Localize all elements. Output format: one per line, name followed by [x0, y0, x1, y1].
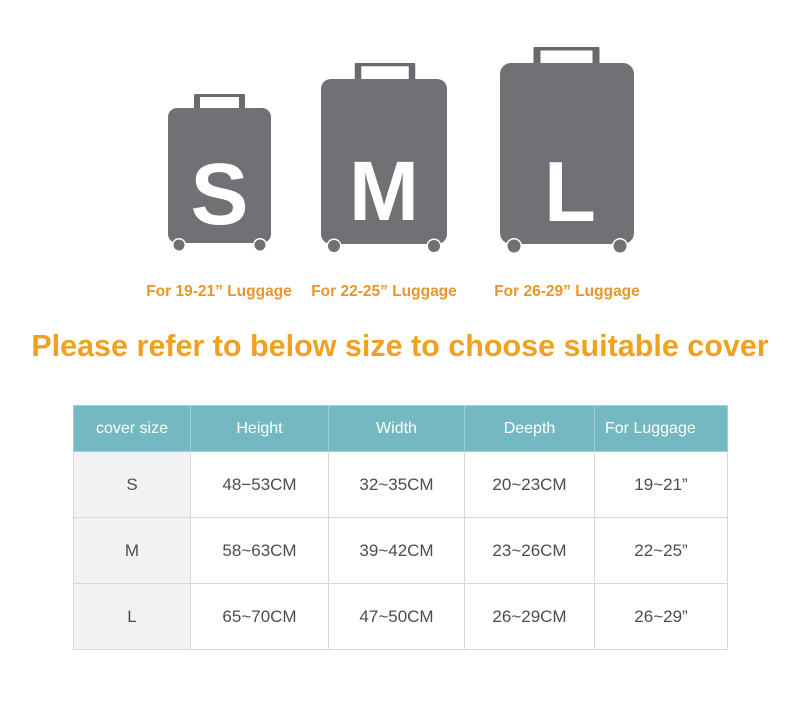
svg-text:S: S [190, 146, 248, 243]
svg-text:M: M [349, 144, 419, 238]
svg-text:L: L [544, 145, 596, 240]
